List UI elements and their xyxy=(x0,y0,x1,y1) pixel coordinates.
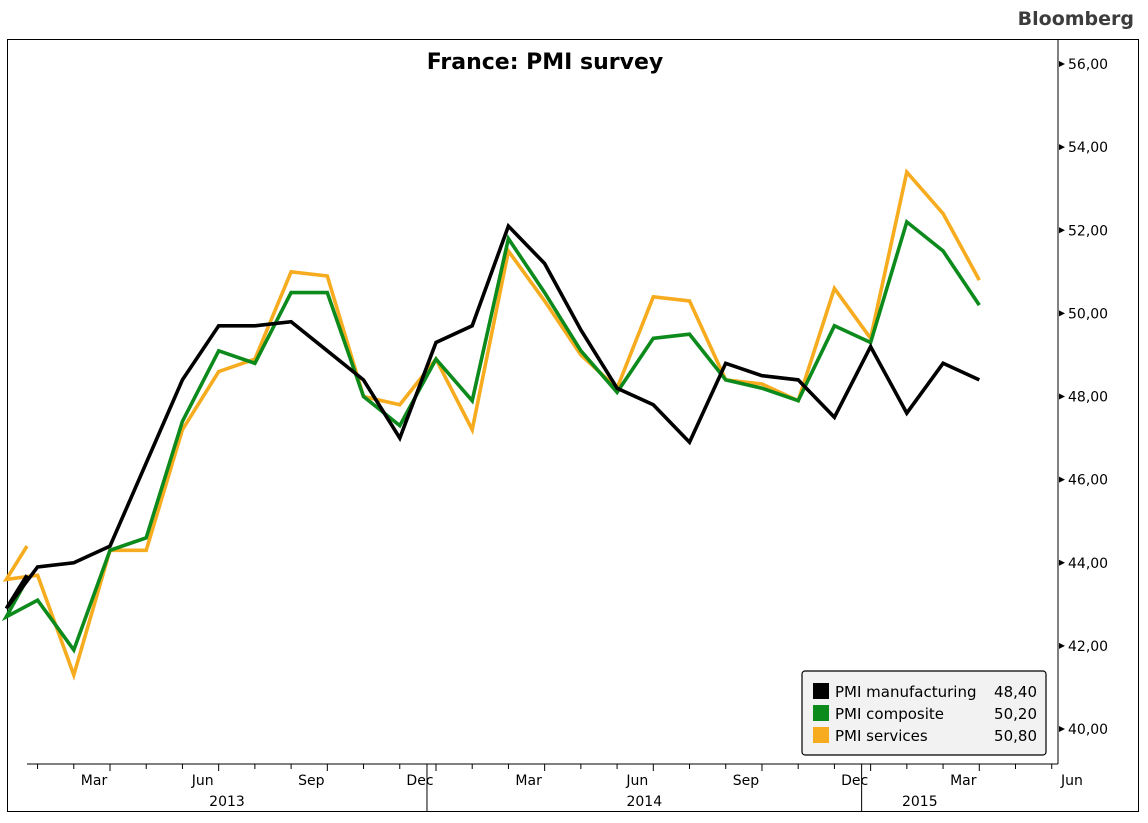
legend: PMI manufacturing 48,40 PMI composite 50,20… xyxy=(801,670,1047,756)
legend-entry-label: PMI composite xyxy=(835,705,944,723)
y-tick-label: 46,00 xyxy=(1068,473,1108,489)
y-tick-mark xyxy=(1059,559,1065,566)
chart-title: France: PMI survey xyxy=(427,50,663,75)
legend-entry-label: PMI manufacturing xyxy=(835,683,976,701)
y-tick-mark xyxy=(1059,476,1065,483)
legend-entry-value: 50,80 xyxy=(994,727,1037,745)
y-tick-mark xyxy=(1059,642,1065,649)
x-month-label: Mar xyxy=(81,773,108,789)
y-tick-label: 42,00 xyxy=(1068,639,1108,655)
y-tick-label: 40,00 xyxy=(1068,722,1108,738)
x-year-label: 2014 xyxy=(626,794,662,810)
y-tick-label: 50,00 xyxy=(1068,306,1108,322)
series-line-pmi-manufacturing xyxy=(4,222,981,610)
y-tick-label: 52,00 xyxy=(1068,223,1108,239)
y-tick-mark xyxy=(1059,310,1065,317)
x-year-label: 2013 xyxy=(209,794,245,810)
axes: 56,00 54,00 52,00 50,00 48,00 46,00 44,00 42,00… xyxy=(27,40,1108,811)
y-tick-label: 48,00 xyxy=(1068,390,1108,406)
chart-frame xyxy=(7,39,1139,812)
y-tick-label: 44,00 xyxy=(1068,556,1108,572)
y-tick-mark xyxy=(1059,726,1065,732)
y-tick-mark xyxy=(1059,393,1065,400)
y-tick-mark xyxy=(1059,144,1065,151)
series-line-pmi-services xyxy=(2,168,981,681)
x-month-label: Dec xyxy=(841,773,868,789)
x-year-label: 2015 xyxy=(902,794,938,810)
y-tick-mark xyxy=(1059,227,1065,234)
legend-swatch xyxy=(813,727,829,743)
legend-entry-label: PMI services xyxy=(835,727,928,745)
x-month-label: Sep xyxy=(733,773,760,789)
legend-entry-value: 48,40 xyxy=(994,683,1037,701)
y-tick-label: 54,00 xyxy=(1068,140,1108,156)
brand-logo: Bloomberg xyxy=(1017,8,1134,30)
series-lines xyxy=(1,168,981,681)
series-line-pmi-composite xyxy=(1,218,981,654)
x-month-label: Mar xyxy=(950,773,977,789)
legend-swatch xyxy=(813,683,829,699)
x-month-label: Dec xyxy=(406,773,433,789)
x-month-label: Sep xyxy=(298,773,325,789)
legend-box xyxy=(801,670,1047,756)
x-month-label: Jun xyxy=(191,773,214,789)
x-month-label: Mar xyxy=(515,773,542,789)
x-month-label: Jun xyxy=(1060,773,1083,789)
legend-entry-value: 50,20 xyxy=(994,705,1037,723)
x-month-label: Jun xyxy=(625,773,648,789)
y-tick-label: 56,00 xyxy=(1068,57,1108,73)
y-tick-mark xyxy=(1059,61,1065,67)
legend-swatch xyxy=(813,705,829,721)
